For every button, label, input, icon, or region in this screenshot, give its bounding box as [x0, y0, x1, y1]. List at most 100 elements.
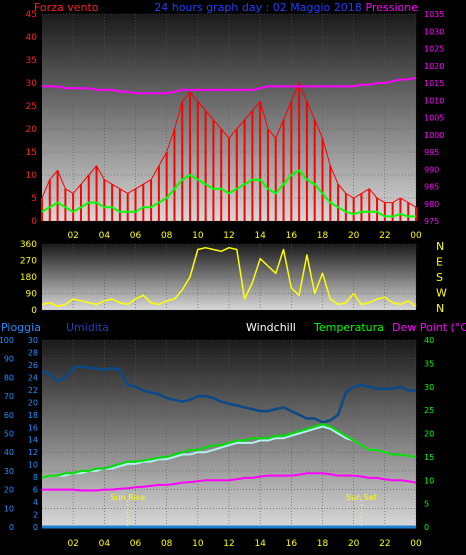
time-tick-label: 04	[99, 539, 111, 549]
humidity-tick-label: 12	[28, 448, 38, 457]
pressure-tick-label: 995	[424, 148, 439, 157]
wind-tick-label: 20	[26, 125, 38, 135]
pressure-tick-label: 1035	[424, 10, 444, 19]
direction-tick-label: 0	[31, 306, 37, 316]
humidity-tick-label: 28	[28, 348, 38, 357]
humidity-tick-label: 18	[28, 411, 38, 420]
time-tick-label: 00	[410, 231, 422, 241]
time-tick-label: 22	[379, 539, 390, 549]
direction-tick-label: 360	[20, 240, 37, 250]
wind-gust-line	[41, 82, 417, 208]
humidity-tick-label: 16	[28, 423, 38, 432]
time-tick-label: 20	[348, 231, 360, 241]
humidity-tick-label: 20	[28, 398, 38, 407]
compass-letter: W	[436, 287, 447, 300]
time-tick-label: 14	[254, 539, 266, 549]
pressure-axis-title: Pressione	[366, 1, 419, 14]
compass-letter: N	[436, 302, 444, 315]
rain-tick-label: 20	[4, 486, 14, 495]
direction-tick-label: 90	[26, 290, 38, 300]
rain-tick-label: 40	[4, 448, 14, 457]
chart-title: 24 hours graph day : 02 Maggio 2018	[154, 1, 362, 14]
time-tick-label: 08	[161, 231, 173, 241]
time-tick-label: 10	[192, 539, 204, 549]
rain-tick-label: 0	[9, 523, 14, 532]
time-tick-label: 04	[99, 231, 111, 241]
time-tick-label: 06	[130, 231, 142, 241]
wind-axis-title: Forza vento	[34, 1, 99, 14]
time-tick-label: 20	[348, 539, 360, 549]
humidity-tick-label: 14	[28, 436, 38, 445]
wind-tick-label: 15	[26, 148, 37, 158]
wind-tick-label: 25	[26, 102, 37, 112]
time-tick-label: 16	[286, 539, 298, 549]
compass-letter: E	[436, 256, 443, 269]
wind-tick-label: 40	[26, 33, 38, 43]
temperature-tick-label: 35	[424, 359, 434, 368]
humidity-tick-label: 26	[28, 361, 38, 370]
temperature-tick-label: 20	[424, 430, 434, 439]
pressure-tick-label: 990	[424, 165, 439, 174]
pressure-tick-label: 985	[424, 183, 439, 192]
rain-tick-label: 50	[4, 430, 14, 439]
temperature-tick-label: 15	[424, 453, 434, 462]
sunset-label: Sun Set	[346, 493, 377, 502]
pressure-tick-label: 1020	[424, 62, 444, 71]
pressure-tick-label: 980	[424, 200, 439, 209]
rain-tick-label: 80	[4, 373, 14, 382]
rain-tick-label: 90	[4, 355, 14, 364]
pressure-line	[42, 76, 417, 95]
temperature-tick-label: 0	[424, 523, 429, 532]
time-tick-label: 00	[410, 539, 422, 549]
time-tick-label: 18	[317, 231, 329, 241]
temperature-tick-label: 30	[424, 383, 434, 392]
legend-windchill: Windchill	[246, 321, 296, 334]
humidity-tick-label: 24	[28, 373, 38, 382]
temperature-tick-label: 25	[424, 406, 434, 415]
humidity-tick-label: 10	[28, 461, 38, 470]
wind-direction-line	[41, 246, 417, 308]
time-tick-label: 22	[379, 231, 390, 241]
pressure-tick-label: 975	[424, 217, 439, 226]
time-tick-label: 14	[254, 231, 266, 241]
pressure-tick-label: 1000	[424, 131, 444, 140]
rain-tick-label: 10	[4, 504, 14, 513]
wind-tick-label: 30	[26, 79, 38, 89]
temperature-line	[41, 423, 417, 479]
pressure-tick-label: 1005	[424, 114, 444, 123]
sunrise-label: Sun Rise	[110, 493, 145, 502]
wind-tick-label: 35	[26, 56, 37, 66]
rain-tick-label: 100	[0, 336, 14, 345]
time-tick-label: 02	[67, 539, 78, 549]
wind-tick-label: 5	[31, 194, 37, 204]
legend-temperature: Temperatura	[313, 321, 384, 334]
time-tick-label: 12	[223, 231, 234, 241]
compass-letter: N	[436, 240, 444, 253]
pressure-tick-label: 1015	[424, 79, 444, 88]
humidity-tick-label: 4	[33, 498, 38, 507]
temperature-humidity-panel: Pioggia Umidita Windchill Temperatura De…	[0, 321, 466, 549]
temperature-tick-label: 40	[424, 336, 434, 345]
pressure-tick-label: 1025	[424, 45, 444, 54]
rain-tick-label: 60	[4, 411, 14, 420]
legend-rain: Pioggia	[1, 321, 41, 334]
pressure-tick-label: 1010	[424, 96, 444, 105]
humidity-tick-label: 22	[28, 386, 38, 395]
time-tick-label: 12	[223, 539, 234, 549]
dewpoint-line	[42, 472, 417, 492]
direction-tick-label: 270	[20, 257, 37, 267]
humidity-tick-label: 30	[28, 336, 38, 345]
humidity-line	[41, 364, 416, 424]
legend-dewpoint: Dew Point (°C)	[392, 321, 466, 334]
wind-average-line	[41, 169, 416, 218]
humidity-tick-label: 2	[33, 511, 38, 520]
compass-letter: S	[436, 271, 443, 284]
wind-tick-label: 0	[31, 217, 37, 227]
direction-tick-label: 180	[20, 273, 37, 283]
time-tick-label: 10	[192, 231, 204, 241]
rain-tick-label: 30	[4, 467, 14, 476]
rain-tick-label: 70	[4, 392, 14, 401]
